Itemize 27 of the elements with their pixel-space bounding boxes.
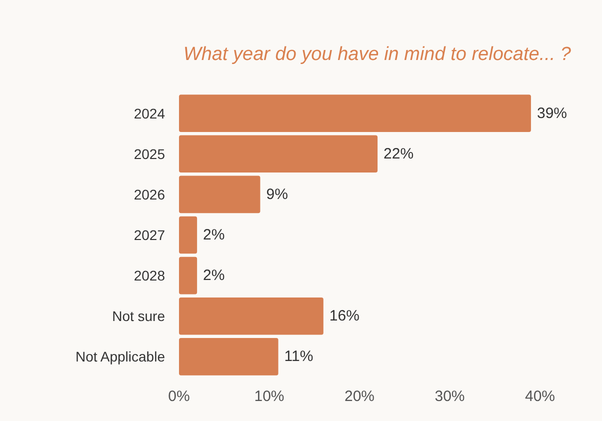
y-tick-label: 2024 bbox=[134, 105, 166, 122]
y-tick-label: Not sure bbox=[112, 308, 166, 324]
data-label: 2% bbox=[203, 226, 225, 244]
y-tick-label: 2026 bbox=[134, 186, 166, 202]
bar bbox=[179, 176, 260, 214]
data-label: 2% bbox=[203, 267, 225, 284]
y-tick-label: 2027 bbox=[134, 227, 166, 243]
x-tick-label: 10% bbox=[254, 388, 284, 405]
data-label: 9% bbox=[266, 186, 288, 203]
bar bbox=[179, 94, 531, 132]
bar bbox=[179, 338, 278, 376]
x-tick-label: 40% bbox=[524, 388, 556, 405]
data-label: 22% bbox=[384, 145, 414, 162]
x-tick-label: 30% bbox=[434, 388, 465, 405]
x-tick-label: 0% bbox=[168, 388, 190, 405]
data-label: 11% bbox=[284, 348, 314, 366]
bar bbox=[179, 297, 324, 335]
bar bbox=[179, 256, 198, 294]
data-label: 39% bbox=[536, 104, 568, 122]
bar bbox=[179, 216, 198, 254]
bar bbox=[179, 135, 378, 173]
y-tick-label: 2025 bbox=[134, 146, 166, 162]
chart-title: What year do you have in mind to relocate... ? bbox=[183, 44, 572, 65]
y-tick-label: 2028 bbox=[134, 268, 166, 284]
y-tick-label: Not Applicable bbox=[75, 348, 166, 365]
data-label: 16% bbox=[329, 308, 360, 325]
x-tick-label: 20% bbox=[344, 388, 375, 405]
